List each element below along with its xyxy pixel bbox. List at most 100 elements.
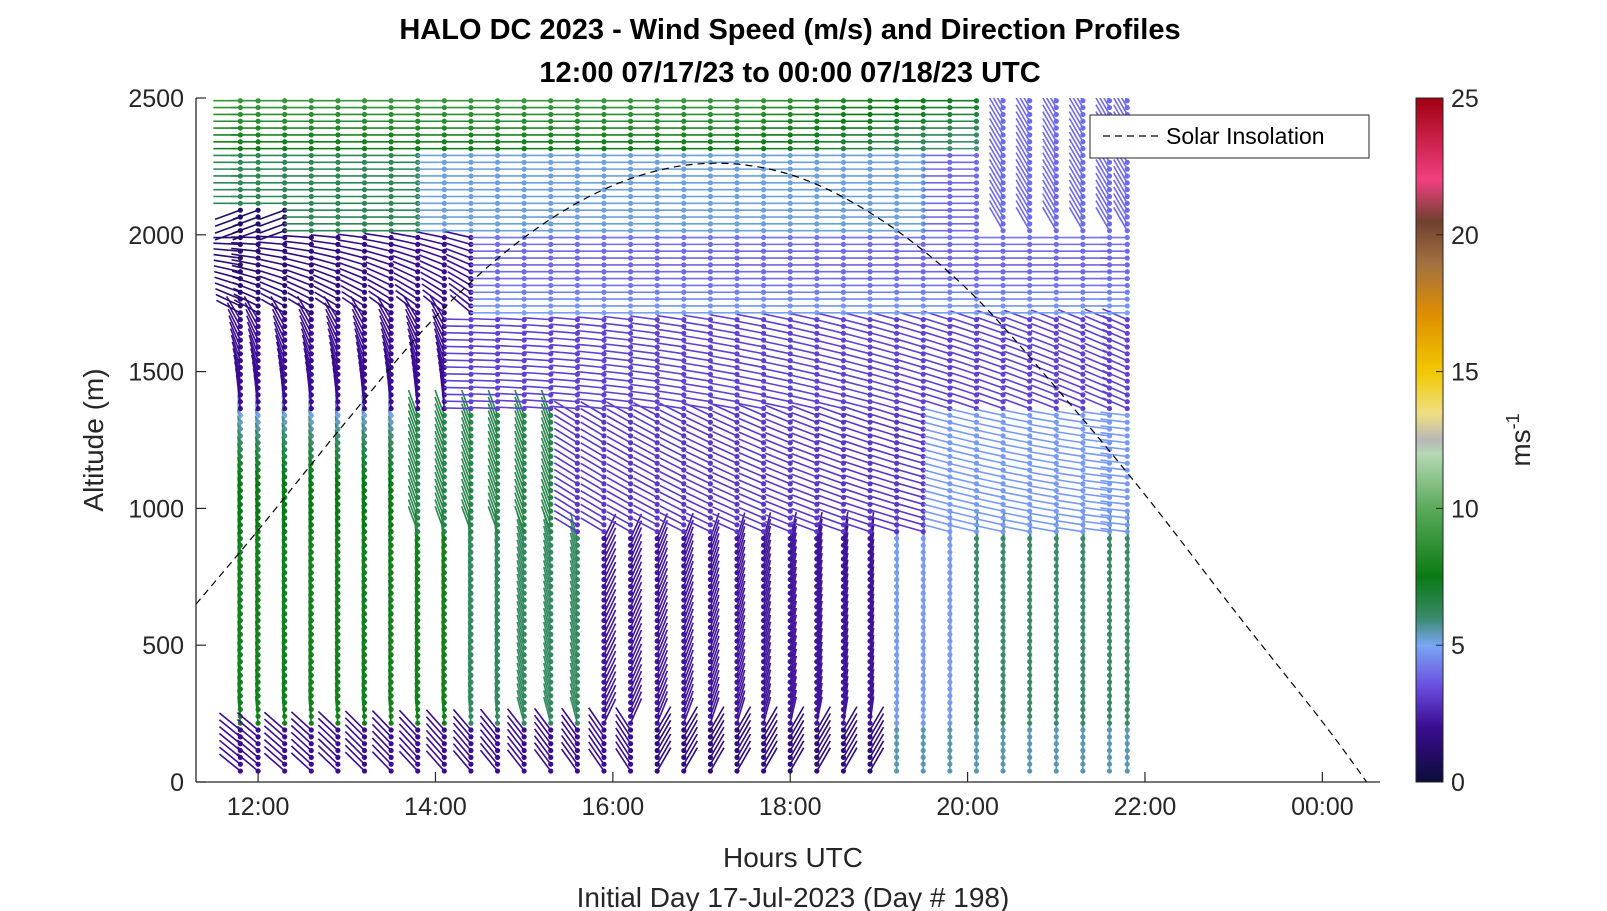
wind-barb-dot (237, 508, 243, 514)
wind-barb-dot (574, 556, 580, 562)
wind-barb (434, 444, 446, 471)
wind-barbs-layer (213, 98, 1130, 774)
wind-barb-dot (282, 282, 288, 289)
wind-barb-dot (548, 481, 554, 487)
wind-barb-dot (521, 419, 527, 425)
wind-barb (577, 377, 605, 382)
wind-barb-dot (548, 576, 554, 583)
wind-barb-dot (335, 419, 341, 425)
wind-barb-dot (548, 323, 554, 330)
wind-barb (738, 479, 764, 492)
wind-barb-dot (574, 713, 580, 719)
wind-barb-dot (627, 720, 634, 726)
wind-barb (344, 744, 366, 765)
wind-barb-dot (308, 330, 314, 336)
wind-barb (540, 410, 552, 437)
wind-barb (709, 669, 720, 697)
wind-barb (285, 263, 312, 273)
wind-barb (407, 451, 419, 478)
wind-barb (479, 729, 499, 752)
wind-barb-dot (335, 542, 341, 548)
wind-barb (629, 540, 643, 567)
wind-barb-dot (548, 317, 554, 323)
wind-barb-dot (814, 672, 820, 678)
wind-barb-dot (468, 419, 474, 425)
wind-barb (354, 334, 366, 361)
wind-barb-dot (237, 467, 243, 473)
wind-barb-dot (894, 665, 900, 672)
wind-barb-dot (361, 727, 368, 733)
wind-barb-dot (627, 317, 634, 323)
wind-barb (371, 730, 392, 752)
wind-barb-dot (601, 323, 607, 330)
wind-barb-dot (654, 364, 660, 371)
wind-barb (763, 347, 791, 355)
wind-barb (487, 485, 499, 512)
wind-barb-dot (335, 617, 341, 624)
wind-barb-dot (840, 583, 847, 589)
wind-barb (553, 503, 578, 519)
wind-barb-dot (388, 241, 394, 247)
wind-barb (762, 683, 772, 710)
wind-barb (629, 698, 643, 724)
wind-barb-dot (282, 659, 288, 665)
wind-barb-dot (361, 652, 368, 658)
wind-barb-dot (894, 713, 900, 719)
wind-barb-dot (521, 624, 527, 631)
wind-barb-dot (388, 433, 394, 439)
wind-barb-dot (521, 665, 527, 672)
wind-barb-dot (654, 385, 660, 391)
wind-barb-dot (282, 467, 288, 473)
wind-barb-dot (468, 378, 474, 384)
wind-barb (817, 380, 844, 389)
wind-barb-dot (867, 700, 873, 706)
wind-barb (569, 628, 579, 655)
wind-barb-dot (787, 741, 793, 747)
wind-barb-dot (867, 727, 873, 733)
wind-barb-dot (255, 747, 261, 754)
wind-barb (443, 352, 471, 355)
wind-barb (236, 739, 259, 758)
wind-barb (337, 239, 365, 246)
wind-barb (764, 445, 791, 458)
wind-barb-dot (654, 590, 660, 596)
wind-barb (606, 428, 631, 444)
wind-barb-dot (574, 522, 580, 528)
wind-barb (789, 600, 798, 628)
wind-barb-dot (255, 317, 261, 323)
wind-barb (817, 346, 844, 355)
wind-barb-dot (681, 549, 687, 555)
wind-barb-dot (388, 706, 394, 713)
wind-barb (738, 424, 764, 437)
wind-barb (290, 745, 312, 765)
wind-barb (683, 355, 711, 362)
wind-barb-dot (237, 344, 243, 350)
wind-barb-dot (441, 262, 447, 268)
wind-barb (542, 662, 552, 690)
wind-barb-dot (681, 405, 687, 412)
wind-barb-dot (415, 576, 421, 583)
wind-barb-dot (681, 638, 687, 644)
wind-barb (763, 313, 791, 321)
wind-barb (434, 417, 446, 444)
wind-barb (844, 440, 871, 451)
wind-barb (736, 560, 746, 587)
wind-barb (470, 324, 498, 328)
wind-barb-dot (255, 727, 261, 733)
wind-barb (434, 430, 446, 457)
wind-barb-dot (441, 481, 447, 487)
wind-barb-dot (237, 262, 243, 268)
wind-barb (516, 669, 525, 697)
wind-barb (656, 740, 672, 765)
wind-barb-dot (654, 611, 660, 617)
wind-barb (629, 663, 643, 690)
wind-barb (470, 379, 498, 382)
wind-barb (817, 332, 844, 341)
wind-barb-dot (627, 412, 634, 418)
wind-barb (497, 399, 525, 403)
wind-barb (656, 684, 669, 710)
wind-barb-dot (654, 617, 660, 624)
wind-barb-dot (388, 570, 394, 576)
wind-barb-dot (521, 611, 527, 617)
wind-barb (230, 334, 242, 361)
